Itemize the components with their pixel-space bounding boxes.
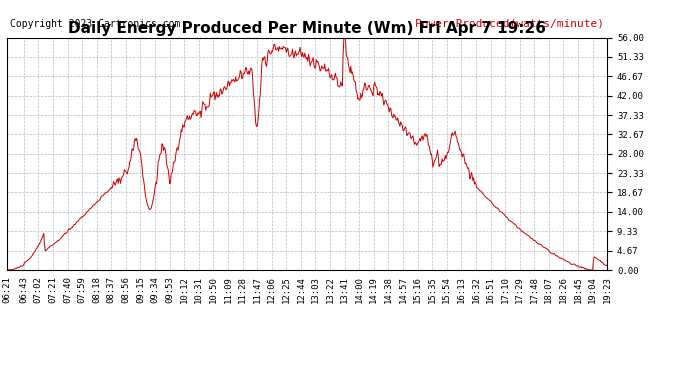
Text: Power Produced(watts/minute): Power Produced(watts/minute): [415, 19, 604, 29]
Title: Daily Energy Produced Per Minute (Wm) Fri Apr 7 19:26: Daily Energy Produced Per Minute (Wm) Fr…: [68, 21, 546, 36]
Text: Copyright 2023 Cartronics.com: Copyright 2023 Cartronics.com: [10, 19, 180, 29]
